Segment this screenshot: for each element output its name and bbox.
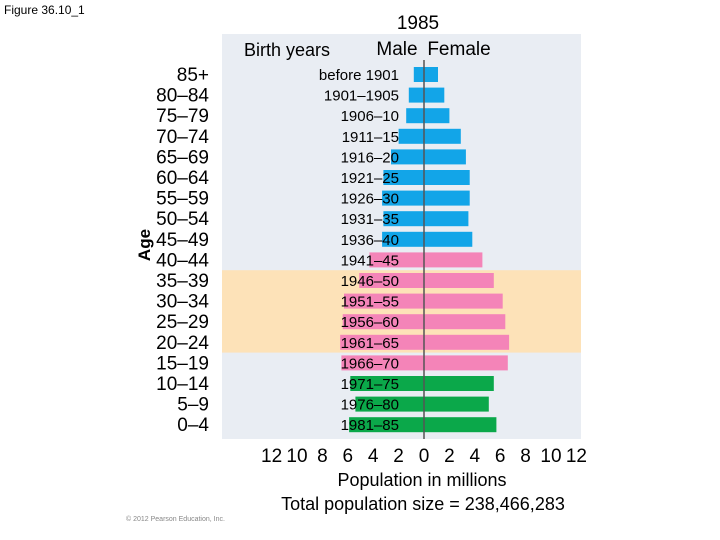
age-group-label: 50–54 [156, 209, 209, 230]
age-group-label: 70–74 [156, 127, 209, 148]
birth-years-label: 1916–20 [341, 149, 399, 166]
male-bar [408, 87, 424, 103]
x-tick-label: 0 [419, 446, 430, 467]
age-group-label: 30–34 [156, 292, 209, 313]
male-bar [391, 149, 424, 165]
male-bar [382, 190, 424, 206]
copyright-notice: © 2012 Pearson Education, Inc. [126, 516, 225, 523]
x-tick-label: 10 [540, 446, 561, 467]
female-bar [424, 355, 508, 371]
x-tick-label: 12 [261, 446, 282, 467]
male-bar [342, 314, 424, 330]
male-bar [349, 417, 424, 433]
female-bar [424, 231, 473, 247]
age-group-label: 5–9 [177, 395, 209, 416]
x-tick-label: 12 [566, 446, 587, 467]
age-group-label: 45–49 [156, 230, 209, 251]
male-bar [383, 170, 424, 185]
female-bar [424, 273, 494, 288]
male-bar [413, 67, 424, 82]
age-group-label: 40–44 [156, 250, 209, 271]
birth-years-label: 1971–75 [341, 376, 399, 393]
age-group-label: 60–64 [156, 168, 209, 189]
birth-years-label: 1906–10 [341, 108, 399, 125]
birth-years-label: 1946–50 [341, 273, 399, 290]
birth-years-label: 1921–25 [341, 170, 399, 187]
chart-title: 1985 [397, 13, 439, 34]
x-tick-label: 4 [368, 446, 379, 467]
x-tick-label: 8 [317, 446, 328, 467]
age-group-label: 80–84 [156, 86, 209, 107]
female-bar [424, 376, 494, 391]
female-bar [424, 108, 450, 124]
birth-years-label: 1981–85 [341, 417, 399, 434]
age-group-label: 10–14 [156, 374, 209, 395]
birth-years-label: 1931–35 [341, 211, 399, 228]
birth-years-label: 1901–1905 [324, 88, 399, 105]
male-bar [369, 252, 424, 268]
female-bar [424, 334, 510, 350]
age-group-label: 25–29 [156, 312, 209, 333]
female-bar [424, 314, 506, 330]
birth-years-label: 1926–30 [341, 191, 399, 208]
male-bar [355, 396, 424, 412]
birth-years-label: 1936–40 [341, 232, 399, 249]
male-bar [340, 334, 424, 350]
female-bar [424, 293, 503, 309]
age-group-label: 15–19 [156, 353, 209, 374]
male-bar [344, 293, 424, 309]
female-bar [424, 87, 445, 103]
male-bar [383, 211, 424, 227]
age-group-label: 35–39 [156, 271, 209, 292]
female-bar [424, 211, 469, 227]
male-bar [350, 376, 424, 391]
male-bar [359, 273, 424, 288]
age-group-label: 65–69 [156, 147, 209, 168]
y-axis-label: Age [135, 229, 154, 261]
x-tick-label: 4 [470, 446, 481, 467]
age-group-label: 85+ [177, 65, 209, 86]
female-bar [424, 67, 438, 82]
x-tick-label: 8 [520, 446, 531, 467]
x-tick-label: 2 [393, 446, 404, 467]
birth-years-label: 1911–15 [342, 129, 399, 146]
x-tick-label: 10 [286, 446, 307, 467]
total-population-label: Total population size = 238,466,283 [281, 494, 565, 514]
birth-years-label: 1951–55 [341, 294, 399, 311]
female-label: Female [427, 39, 490, 60]
female-bar [424, 170, 470, 185]
x-tick-label: 6 [343, 446, 354, 467]
figure-label: Figure 36.10_1 [4, 3, 85, 17]
male-bar [341, 355, 424, 371]
birth-years-header: Birth years [244, 40, 330, 60]
female-bar [424, 149, 466, 165]
birth-years-label: 1956–60 [341, 314, 399, 331]
birth-years-label: before 1901 [319, 67, 399, 84]
male-bar [382, 231, 424, 247]
male-bar [398, 128, 424, 144]
age-group-label: 0–4 [177, 415, 209, 436]
female-bar [424, 252, 483, 268]
birth-years-label: 1941–45 [341, 252, 399, 269]
birth-years-label: 1966–70 [341, 355, 399, 372]
female-bar [424, 128, 461, 144]
x-tick-label: 2 [444, 446, 455, 467]
birth-years-label: 1976–80 [341, 397, 399, 414]
male-label: Male [376, 39, 417, 60]
x-axis-label: Population in millions [337, 470, 506, 490]
x-tick-label: 6 [495, 446, 506, 467]
age-group-label: 20–24 [156, 333, 209, 354]
female-bar [424, 190, 470, 206]
age-group-label: 55–59 [156, 189, 209, 210]
male-bar [406, 108, 424, 124]
female-bar [424, 417, 497, 433]
birth-years-label: 1961–65 [341, 335, 399, 352]
female-bar [424, 396, 489, 412]
age-group-label: 75–79 [156, 106, 209, 127]
